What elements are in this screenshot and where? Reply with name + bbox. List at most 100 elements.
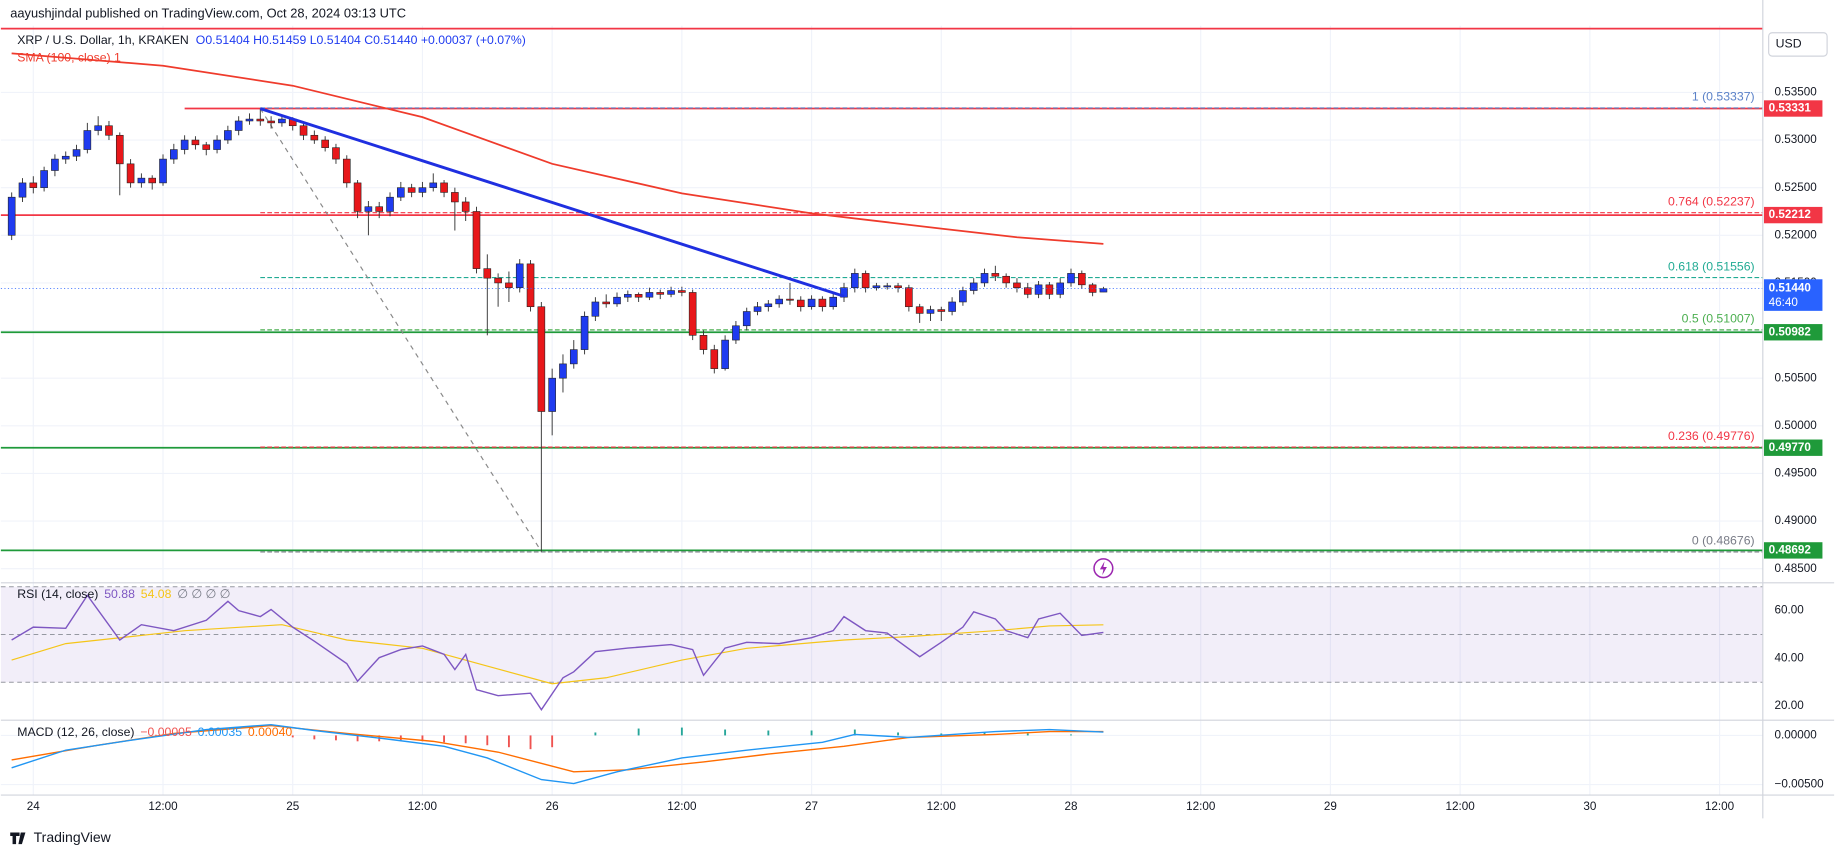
brand-logo [10,832,26,845]
candle-body [883,285,892,288]
candle-body [526,263,535,308]
macd-hist-bar [767,730,770,736]
candle-body [234,120,243,131]
currency[interactable]: USD [1776,37,1802,51]
candle-body [256,118,265,122]
y-tick-label: 0.49500 [1775,467,1818,480]
candle-body [926,309,935,314]
candle-body [569,349,578,365]
candle-body [786,298,794,301]
candle-body [94,125,102,131]
symbol-line: XRP / U.S. Dollar, 1h, KRAKEN O0.51404 H0… [17,33,526,47]
x-tick-label: 12:00 [408,800,438,813]
candle-body [386,196,394,212]
candle-body [429,182,438,188]
rsi-name: RSI (14, close) [17,587,98,601]
currency-button[interactable] [1768,32,1828,57]
macd-hist-bar [551,735,554,748]
candle-body [656,292,665,295]
candle-body [321,139,329,148]
candle-body [1002,275,1010,284]
last-price-label: 0.51440 [1769,282,1812,295]
candle-body [202,144,211,150]
macd-hist-bar [421,735,424,742]
candle-body [40,170,48,188]
candle-body [137,177,146,184]
level-price-label: 0.48692 [1769,543,1812,556]
macd-hist-bar [486,735,489,746]
candle-body [1045,284,1054,295]
macd-tick-label: −0.00500 [1775,778,1825,791]
candle-body [537,306,546,412]
candle-body [451,192,459,203]
candle-body [115,134,124,165]
candle-body [461,201,470,212]
macd-hist-bar [529,735,532,750]
x-tick-label: 12:00 [1705,800,1735,813]
y-tick-label: 0.48500 [1775,562,1818,575]
candle-body [332,147,340,160]
x-tick-label: 12:00 [667,800,697,813]
candle-body [775,298,783,305]
countdown: 46:40 [1769,296,1799,309]
candle-body [818,298,827,308]
y-tick-label: 0.52000 [1775,228,1818,241]
macd-hist-bar [853,729,856,736]
level-price-label: 0.52212 [1769,208,1812,221]
candle-body [721,339,729,369]
level-price-label: 0.50982 [1769,325,1812,338]
macd-value: 0.00035 [198,725,243,739]
macd-hist-bar [1070,734,1072,736]
x-tick-label: 24 [27,800,41,813]
candle-body [472,211,481,269]
level-price-label: 0.49770 [1769,441,1812,454]
candle-body [483,268,492,279]
candle-body [278,118,286,124]
sma-legend: SMA (100, close) 1 [17,51,121,65]
macd-value: −0.00005 [140,725,192,739]
level-price-box [1763,206,1823,224]
fib-label: 1 (0.53337) [1692,90,1755,104]
macd-hist-bar [1026,733,1029,736]
macd-name: MACD (12, 26, close) [17,725,134,739]
y-tick-label: 0.53000 [1775,133,1818,146]
rsi-tick-label: 60.00 [1775,604,1805,617]
trendline [259,107,845,298]
x-tick-label: 30 [1583,800,1597,813]
candle-body [959,290,967,303]
candle-body [1023,287,1032,295]
candle-body [224,130,232,141]
y-tick-label: 0.50000 [1775,419,1818,432]
candle-body [245,118,254,122]
candle-body [105,125,113,136]
candle-body [1099,288,1108,293]
publisher: aayushjindal published on TradingView.co… [10,5,406,20]
candle-body [634,294,643,298]
candle-body [667,290,675,295]
macd-hist-bar [507,735,510,748]
y-tick-label: 0.50500 [1775,371,1818,384]
macd-hist-bar [680,727,683,736]
x-tick-label: 27 [805,800,818,813]
fib-label: 0 (0.48676) [1692,534,1755,548]
candle-body [937,309,946,312]
rsi-tick-label: 20.00 [1775,699,1805,712]
candle-body [829,296,837,308]
candle-body [559,363,567,379]
candle-body [159,158,167,184]
x-tick-label: 12:00 [1446,800,1476,813]
rsi-ma-line [11,624,1104,685]
candle-body [948,301,956,312]
candle-body [515,263,524,288]
candle-body [861,273,870,288]
candle-body [710,349,719,369]
candle-body [742,311,751,327]
candle-body [624,294,632,298]
candle-body [807,298,816,308]
candle-body [440,182,448,193]
candle-body [840,287,848,298]
macd-tick-label: 0.00000 [1775,729,1818,742]
macd-signal-line [11,724,1104,773]
